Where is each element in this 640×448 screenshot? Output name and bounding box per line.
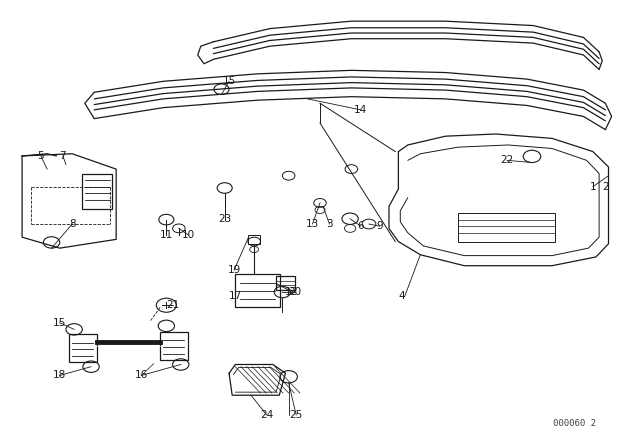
Text: 16: 16 (134, 370, 148, 380)
Text: 11: 11 (160, 230, 173, 240)
Text: 21: 21 (166, 300, 179, 310)
Text: 22: 22 (500, 155, 513, 165)
Text: 14: 14 (354, 105, 367, 115)
Text: 5: 5 (38, 151, 44, 161)
Text: 12: 12 (285, 287, 298, 297)
Text: 4: 4 (398, 292, 405, 302)
Text: 18: 18 (53, 370, 67, 380)
Text: 000060 2: 000060 2 (552, 419, 595, 428)
Text: 20: 20 (289, 287, 301, 297)
Text: 2: 2 (602, 182, 609, 192)
Text: 13: 13 (306, 219, 319, 229)
Text: 6: 6 (358, 221, 364, 231)
Text: 10: 10 (182, 230, 195, 240)
Text: 19: 19 (227, 265, 241, 275)
Text: 25: 25 (289, 410, 303, 420)
Text: 8: 8 (69, 219, 76, 229)
Text: 9: 9 (376, 221, 383, 231)
Text: 24: 24 (260, 410, 273, 420)
Text: 7: 7 (60, 151, 66, 161)
Text: 23: 23 (218, 214, 231, 224)
Text: 3: 3 (326, 219, 333, 229)
Text: 15: 15 (53, 318, 67, 328)
Text: 1: 1 (589, 182, 596, 192)
Text: 17: 17 (228, 292, 242, 302)
Text: 15: 15 (223, 76, 236, 86)
